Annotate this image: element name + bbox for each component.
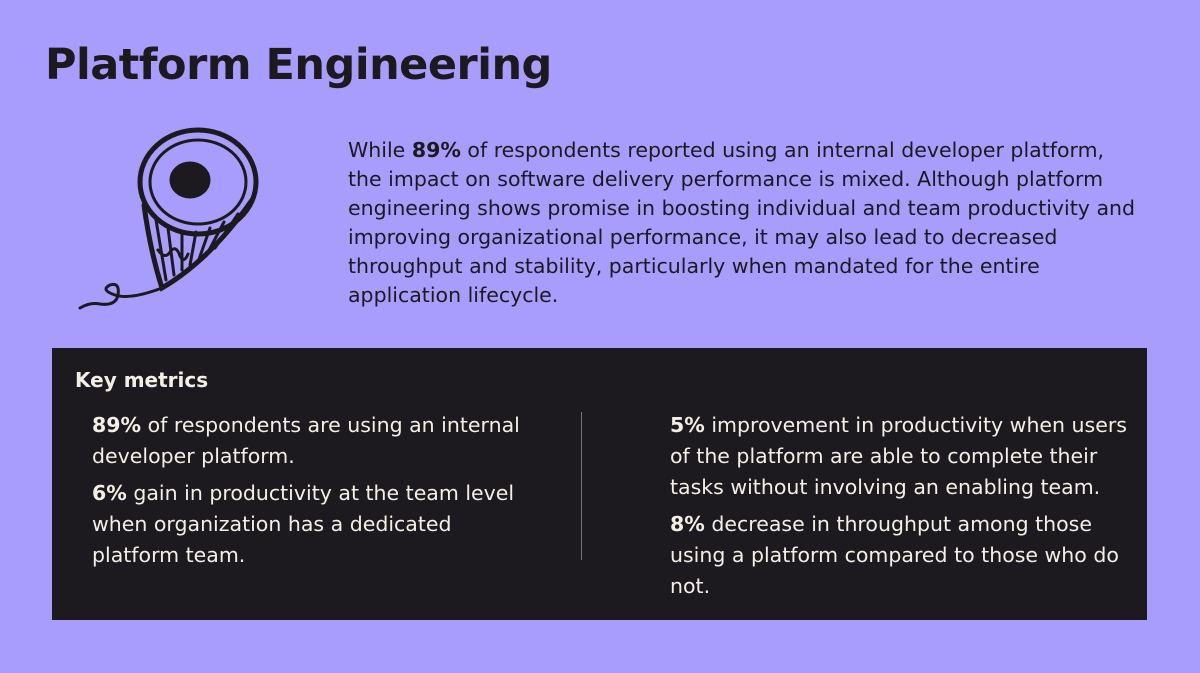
metrics-box: Key metrics 89% of respondents are using… xyxy=(52,348,1147,620)
intro-bold: 89% xyxy=(411,138,461,162)
metric: 89% of respondents are using an internal… xyxy=(92,410,522,472)
metric: 8% decrease in throughput among those us… xyxy=(670,509,1130,602)
metric-text: decrease in throughput among those using… xyxy=(670,512,1119,598)
metric-value: 8% xyxy=(670,512,705,536)
metric: 5% improvement in productivity when user… xyxy=(670,410,1130,503)
icon xyxy=(78,127,259,310)
metrics-heading: Key metrics xyxy=(75,368,209,392)
divider xyxy=(581,412,582,560)
metric-text: improvement in productivity when users o… xyxy=(670,413,1127,499)
metric-text: of respondents are using an internal dev… xyxy=(92,413,520,468)
metric-value: 5% xyxy=(670,413,705,437)
metric-value: 89% xyxy=(92,413,142,437)
metric: 6% gain in productivity at the team leve… xyxy=(92,478,522,571)
intro-text: of respondents reported using an interna… xyxy=(348,138,1136,307)
title: Platform Engineering xyxy=(45,40,552,90)
intro-text: While xyxy=(348,138,406,162)
intro: While 89% of respondents reported using … xyxy=(348,136,1138,310)
metrics-left: 89% of respondents are using an internal… xyxy=(92,410,522,577)
metric-value: 6% xyxy=(92,481,127,505)
metrics-right: 5% improvement in productivity when user… xyxy=(670,410,1130,608)
metric-text: gain in productivity at the team level w… xyxy=(92,481,515,567)
